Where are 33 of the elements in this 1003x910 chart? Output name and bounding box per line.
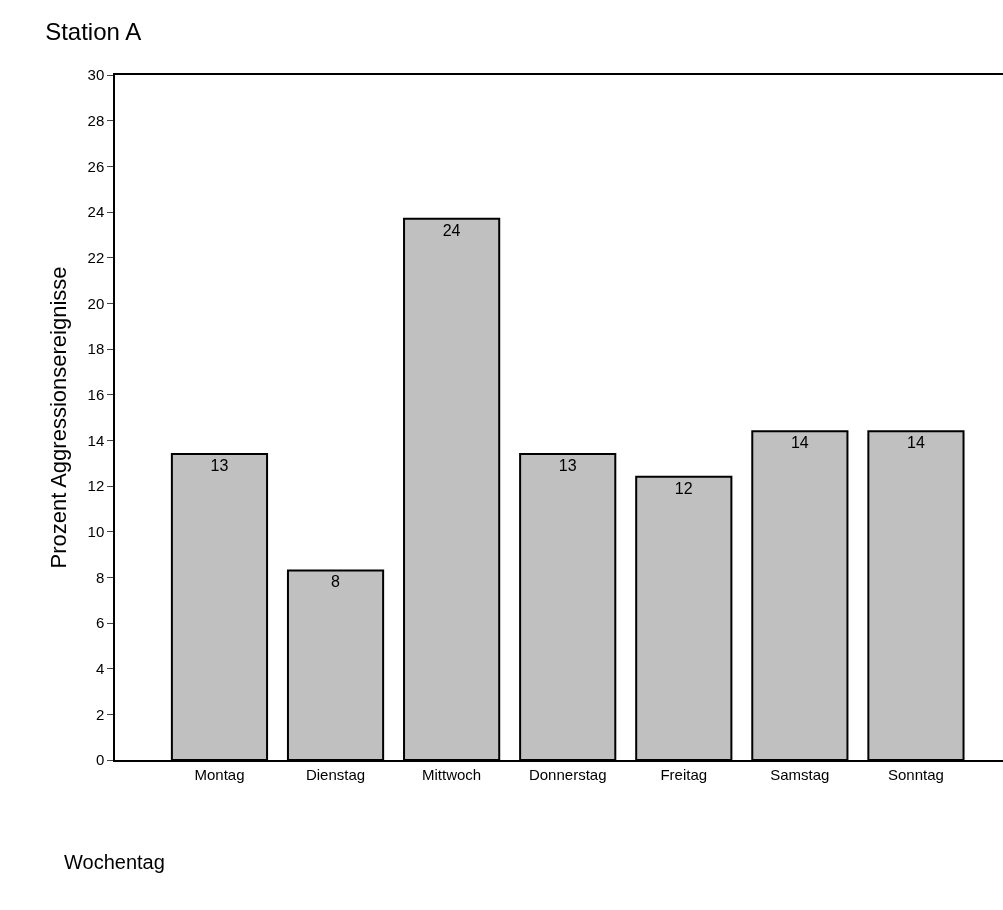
- y-tick-label: 20: [87, 294, 105, 312]
- x-tick-label: Sonntag: [887, 765, 944, 783]
- x-tick-label: Donnerstag: [528, 765, 607, 783]
- data-label: 13: [210, 457, 229, 475]
- y-tick-label: 0: [95, 751, 105, 769]
- y-tick-label: 4: [95, 659, 105, 677]
- y-tick-label: 12: [87, 477, 105, 495]
- x-tick-label: Dienstag: [305, 765, 366, 783]
- data-label: 14: [906, 434, 925, 452]
- y-tick-label: 8: [95, 568, 105, 586]
- x-tick-label: Mittwoch: [422, 765, 482, 783]
- y-axis-title: Prozent Aggressionsereignisse: [45, 266, 71, 569]
- data-label: 24: [442, 221, 461, 239]
- x-tick-label: Freitag: [660, 765, 708, 783]
- y-tick-label: 2: [95, 705, 105, 723]
- y-tick-label: 28: [87, 111, 105, 129]
- y-tick-label: 24: [87, 203, 105, 221]
- data-label: 12: [674, 479, 693, 497]
- y-tick-label: 26: [87, 157, 105, 175]
- y-tick-label: 18: [87, 340, 105, 358]
- data-label: 14: [790, 434, 809, 452]
- x-axis-title: Wochentag: [64, 851, 165, 873]
- y-tick-label: 6: [95, 614, 105, 632]
- y-tick-label: 14: [87, 431, 105, 449]
- x-tick-label: Montag: [194, 765, 245, 783]
- y-tick-label: 30: [87, 66, 105, 84]
- data-label: 13: [558, 457, 577, 475]
- y-tick-label: 16: [87, 385, 105, 403]
- y-tick-label: 10: [87, 522, 105, 540]
- chart-title: Station A: [45, 17, 142, 45]
- data-label: 8: [331, 573, 341, 591]
- x-tick-label: Samstag: [770, 765, 830, 783]
- y-tick-label: 22: [87, 248, 105, 266]
